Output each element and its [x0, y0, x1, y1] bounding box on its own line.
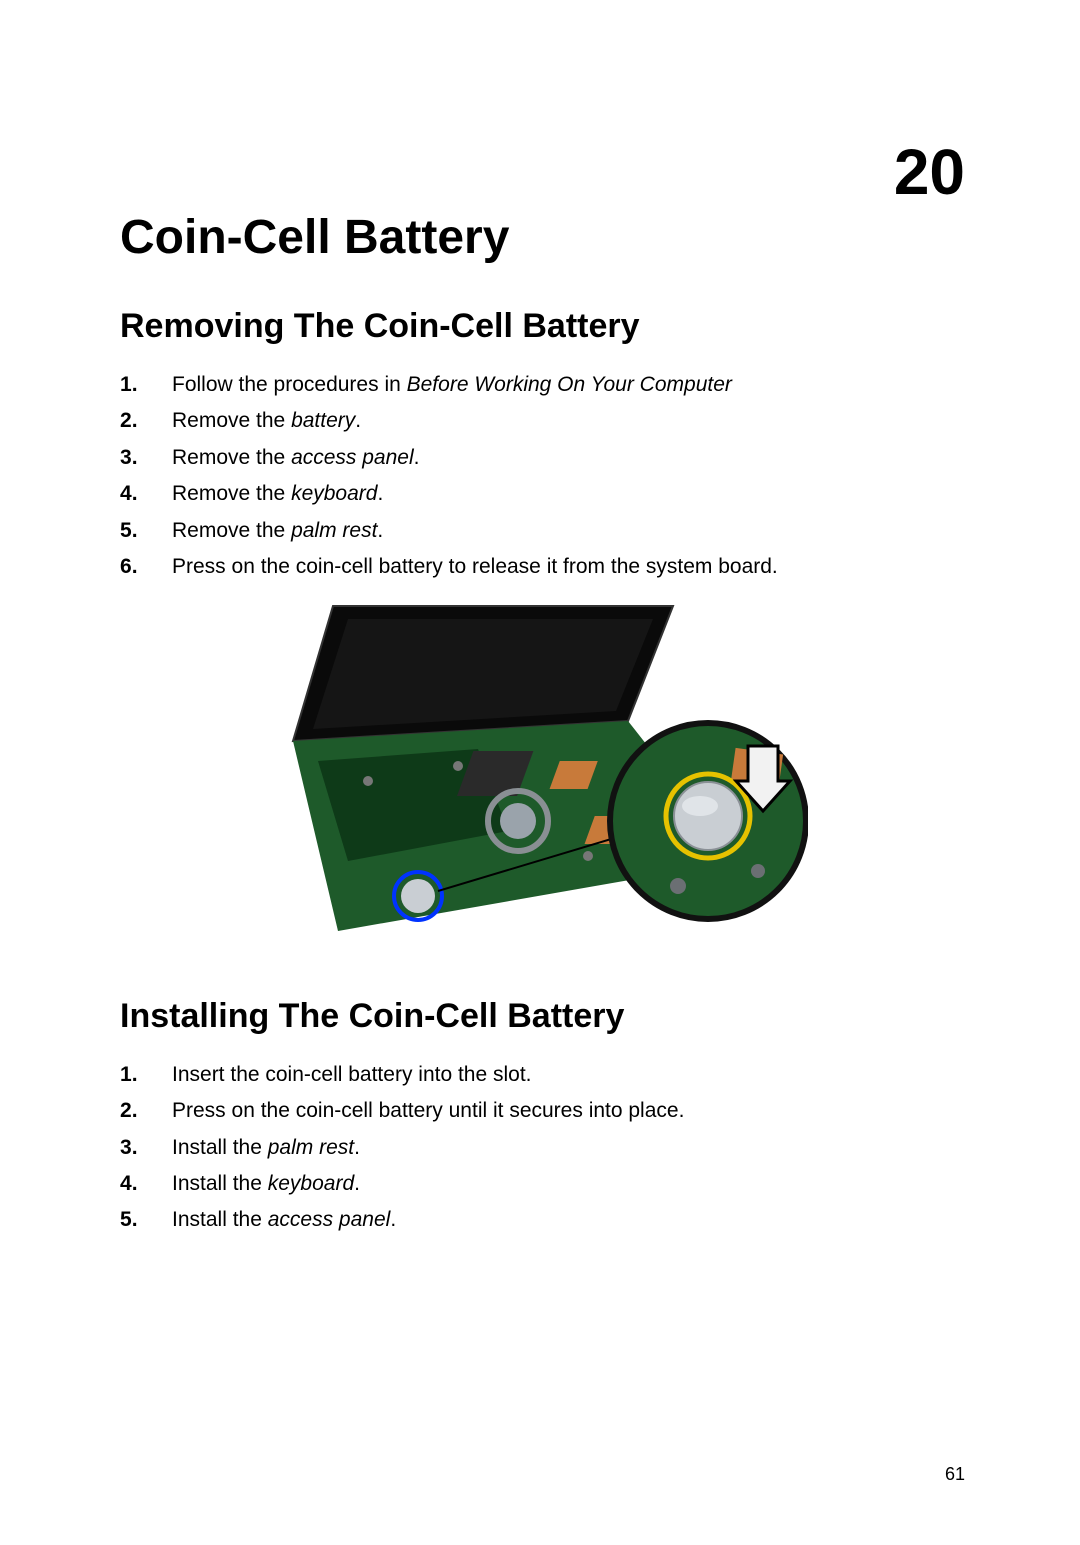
step-text: Insert the coin-cell battery into the sl… [172, 1063, 532, 1086]
step-emphasis: keyboard [291, 482, 377, 505]
step-text: Press on the coin-cell battery until it … [172, 1099, 684, 1122]
list-item: Remove the palm rest. [120, 516, 965, 546]
step-text-post: . [377, 519, 383, 542]
step-emphasis: keyboard [268, 1172, 354, 1195]
figure-container [120, 601, 965, 961]
step-text: Follow the procedures in [172, 373, 407, 396]
list-item: Follow the procedures in Before Working … [120, 370, 965, 400]
list-item: Install the access panel. [120, 1205, 965, 1235]
page-title: Coin-Cell Battery [120, 210, 965, 265]
step-text: Press on the coin-cell battery to releas… [172, 555, 778, 578]
page-number: 61 [945, 1464, 965, 1485]
callout-screw [670, 878, 686, 894]
coin-cell-large [674, 782, 742, 850]
heatsink-center [500, 803, 536, 839]
list-item: Insert the coin-cell battery into the sl… [120, 1060, 965, 1090]
section-heading-installing: Installing The Coin-Cell Battery [120, 997, 965, 1036]
step-text-post: . [414, 446, 420, 469]
step-emphasis: access panel [291, 446, 414, 469]
step-text-post: . [390, 1208, 396, 1231]
screw [363, 776, 373, 786]
step-text: Install the [172, 1208, 268, 1231]
installing-steps-list: Insert the coin-cell battery into the sl… [120, 1060, 965, 1236]
screw [453, 761, 463, 771]
step-emphasis: palm rest [268, 1136, 354, 1159]
list-item: Install the keyboard. [120, 1169, 965, 1199]
list-item: Remove the access panel. [120, 443, 965, 473]
list-item: Press on the coin-cell battery until it … [120, 1096, 965, 1126]
list-item: Remove the battery. [120, 406, 965, 436]
step-emphasis: Before Working On Your Computer [407, 373, 732, 396]
step-text: Install the [172, 1136, 268, 1159]
manual-page: 20 Coin-Cell Battery Removing The Coin-C… [0, 0, 1080, 1545]
step-text: Remove the [172, 446, 291, 469]
step-text: Remove the [172, 482, 291, 505]
step-text: Remove the [172, 519, 291, 542]
step-text-post: . [377, 482, 383, 505]
list-item: Install the palm rest. [120, 1133, 965, 1163]
coin-cell-small [401, 879, 435, 913]
coin-cell-figure [278, 601, 808, 961]
step-text-post: . [354, 1136, 360, 1159]
step-text: Install the [172, 1172, 268, 1195]
removing-steps-list: Follow the procedures in Before Working … [120, 370, 965, 583]
step-emphasis: battery [291, 409, 355, 432]
step-text-post: . [354, 1172, 360, 1195]
step-emphasis: palm rest [291, 519, 377, 542]
callout-screw [751, 864, 765, 878]
step-emphasis: access panel [268, 1208, 391, 1231]
coin-cell-shine [682, 796, 718, 816]
step-text: Remove the [172, 409, 291, 432]
section-heading-removing: Removing The Coin-Cell Battery [120, 307, 965, 346]
list-item: Remove the keyboard. [120, 479, 965, 509]
step-text-post: . [355, 409, 361, 432]
list-item: Press on the coin-cell battery to releas… [120, 552, 965, 582]
chapter-number: 20 [894, 135, 965, 209]
screw [583, 851, 593, 861]
